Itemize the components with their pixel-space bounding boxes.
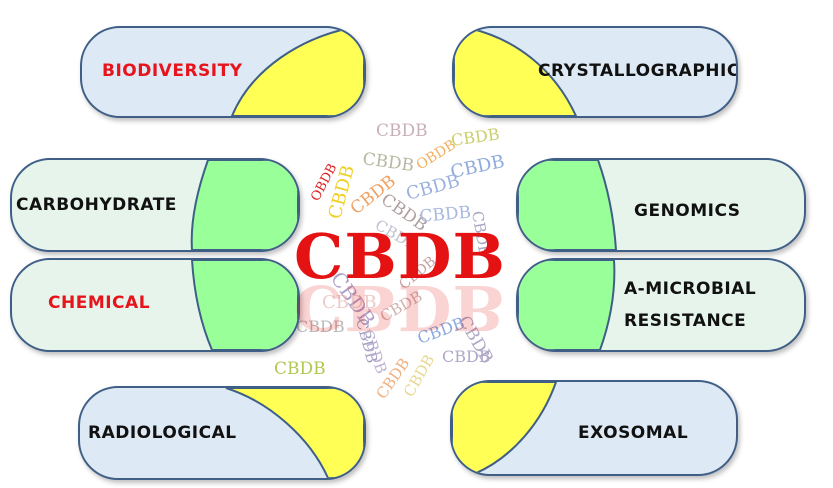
pill-label: BIODIVERSITY <box>102 61 243 81</box>
pill-antimicrobial-resistance: A-MICROBIAL RESISTANCE <box>516 258 806 352</box>
pill-label: CRYSTALLOGRAPHIC <box>538 61 738 81</box>
pill-carbohydrate: CARBOHYDRATE <box>10 158 300 252</box>
pill-label: GENOMICS <box>634 201 741 221</box>
cloud-word: CBDB <box>347 171 400 219</box>
pill-label-line1: A-MICROBIAL <box>624 279 757 299</box>
pill-radiological: RADIOLOGICAL <box>78 386 366 480</box>
cloud-word: OBDB <box>414 137 459 174</box>
center-title: CBDB <box>294 220 506 293</box>
cloud-word: CBDB <box>400 352 438 400</box>
pill-biodiversity: BIODIVERSITY <box>80 26 366 118</box>
cloud-word: CBDB <box>442 347 491 366</box>
cloud-word: CBDB <box>450 124 501 150</box>
cloud-word: CBDB <box>376 121 428 141</box>
cloud-word: CBDB <box>449 151 507 183</box>
pill-label: RADIOLOGICAL <box>88 423 237 443</box>
pill-label: CHEMICAL <box>48 293 151 313</box>
cloud-word: CBDB <box>361 149 415 176</box>
pill-chemical: CHEMICAL <box>10 258 300 352</box>
pill-label: EXOSOMAL <box>578 423 689 443</box>
cloud-word: CBDB <box>373 355 414 403</box>
pill-genomics: GENOMICS <box>516 158 806 252</box>
pill-exosomal: EXOSOMAL <box>450 380 738 476</box>
cloud-word: CBDB <box>274 359 326 379</box>
cloud-word: CBDB <box>404 170 462 204</box>
pill-label: CARBOHYDRATE <box>16 195 177 215</box>
pill-label-line2: RESISTANCE <box>624 311 747 331</box>
cloud-word: CBDB <box>325 163 359 221</box>
pill-crystallographic: CRYSTALLOGRAPHIC <box>452 26 738 118</box>
cloud-word: OBDB <box>308 161 340 204</box>
